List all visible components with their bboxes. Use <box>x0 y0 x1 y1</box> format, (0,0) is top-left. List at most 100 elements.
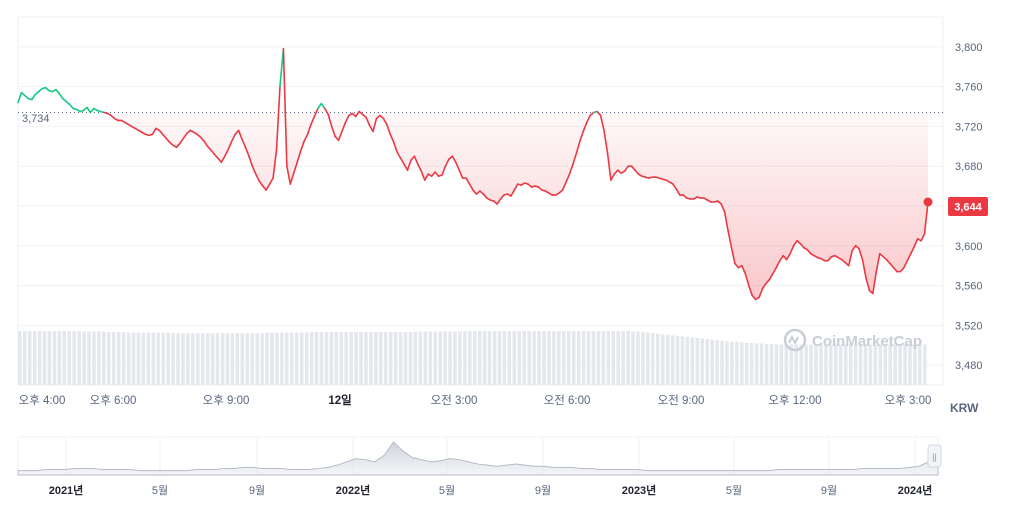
price-segment <box>772 266 778 275</box>
volume-bar <box>774 344 779 385</box>
volume-bar <box>418 331 423 385</box>
y-tick-label: 3,800 <box>955 42 983 54</box>
volume-bar <box>769 343 774 385</box>
time-range-navigator[interactable]: 2021년 5월 9월 2022년 5월 9월 2023년 5월 9월 2024년 || <box>17 436 942 497</box>
volume-bar <box>265 332 269 385</box>
volume-bar <box>616 331 620 385</box>
price-segment <box>165 137 171 144</box>
volume-bar <box>522 331 527 385</box>
price-segment <box>392 141 398 154</box>
volume-bar <box>754 343 759 385</box>
navigator-label: 5월 <box>726 484 742 497</box>
price-segment <box>885 258 891 265</box>
volume-bar <box>131 332 136 385</box>
price-segment <box>306 123 312 136</box>
volume-bar <box>670 335 675 385</box>
volume-bar <box>225 333 230 385</box>
volume-bar <box>57 331 62 385</box>
volume-bar <box>477 331 482 385</box>
volume-bar <box>804 344 808 385</box>
volume-bar <box>280 332 284 385</box>
price-segment <box>199 136 205 143</box>
price-segment <box>389 133 395 144</box>
volume-bar <box>601 331 606 385</box>
volume-bar <box>369 332 373 385</box>
volume-bar <box>848 344 853 385</box>
volume-bar <box>868 344 873 385</box>
price-segment <box>317 102 323 110</box>
volume-bar <box>838 344 843 385</box>
volume-bar <box>67 331 72 385</box>
coinmarketcap-logo-icon <box>783 328 807 352</box>
volume-bar <box>636 331 640 385</box>
price-segment <box>872 270 878 295</box>
price-segment <box>299 140 305 153</box>
price-segment <box>55 88 61 95</box>
price-segment <box>751 294 757 301</box>
price-segment <box>330 125 336 138</box>
volume-bar <box>235 333 240 385</box>
navigator-handle[interactable]: || <box>927 444 942 468</box>
price-segment <box>248 155 254 167</box>
volume-bar <box>191 333 195 385</box>
volume-bar <box>735 341 739 385</box>
volume-bar <box>621 331 625 385</box>
price-segment <box>224 148 230 158</box>
volume-bar <box>37 331 42 385</box>
price-segment <box>499 194 505 200</box>
volume-bar <box>824 344 828 385</box>
navigator-label: 5월 <box>152 484 168 497</box>
price-segment <box>778 254 785 262</box>
volume-bar <box>230 333 235 385</box>
price-segment <box>913 237 919 248</box>
volume-bar <box>557 331 561 385</box>
price-segment <box>582 121 588 133</box>
volume-bar <box>680 336 685 385</box>
volume-bar <box>240 333 245 385</box>
price-segment <box>58 92 64 100</box>
volume-bar <box>245 333 250 385</box>
x-tick-label: 오전 3:00 <box>431 394 478 407</box>
volume-bar <box>423 331 428 385</box>
price-segment <box>465 177 471 185</box>
price-segment <box>275 85 281 152</box>
volume-bar <box>428 331 433 385</box>
price-segment <box>423 173 429 181</box>
volume-bar <box>586 331 591 385</box>
volume-bar <box>107 332 111 385</box>
volume-bar <box>611 331 616 385</box>
navigator-label: 9월 <box>821 484 837 497</box>
volume-bar <box>705 339 709 385</box>
price-segment <box>403 163 409 171</box>
volume-bar <box>285 332 289 385</box>
volume-bar <box>275 332 279 385</box>
volume-bar <box>468 331 472 385</box>
navigator-label: 9월 <box>535 484 551 497</box>
price-segment <box>747 284 754 297</box>
volume-bar <box>908 344 912 385</box>
price-segment <box>920 233 926 242</box>
price-segment <box>413 155 419 165</box>
price-segment <box>730 246 736 265</box>
volume-bar <box>794 344 799 385</box>
volume-bar <box>532 331 536 385</box>
volume-bar <box>552 331 556 385</box>
volume-bar <box>473 331 477 385</box>
volume-bar <box>408 332 413 385</box>
volume-bar <box>596 331 601 385</box>
price-segment <box>727 230 733 249</box>
price-segment <box>30 93 37 101</box>
price-segment <box>344 114 350 124</box>
price-segment <box>596 110 602 117</box>
price-segment <box>761 282 767 290</box>
volume-bar <box>453 331 457 385</box>
volume-bar <box>725 341 729 385</box>
price-segment <box>799 242 805 249</box>
volume-bar <box>918 344 922 385</box>
price-segment <box>568 163 574 175</box>
price-segment <box>851 244 857 252</box>
navigator-label: 2021년 <box>49 483 84 497</box>
y-tick-label: 3,560 <box>955 281 983 293</box>
price-segment <box>734 262 740 269</box>
volume-bar <box>339 332 344 385</box>
